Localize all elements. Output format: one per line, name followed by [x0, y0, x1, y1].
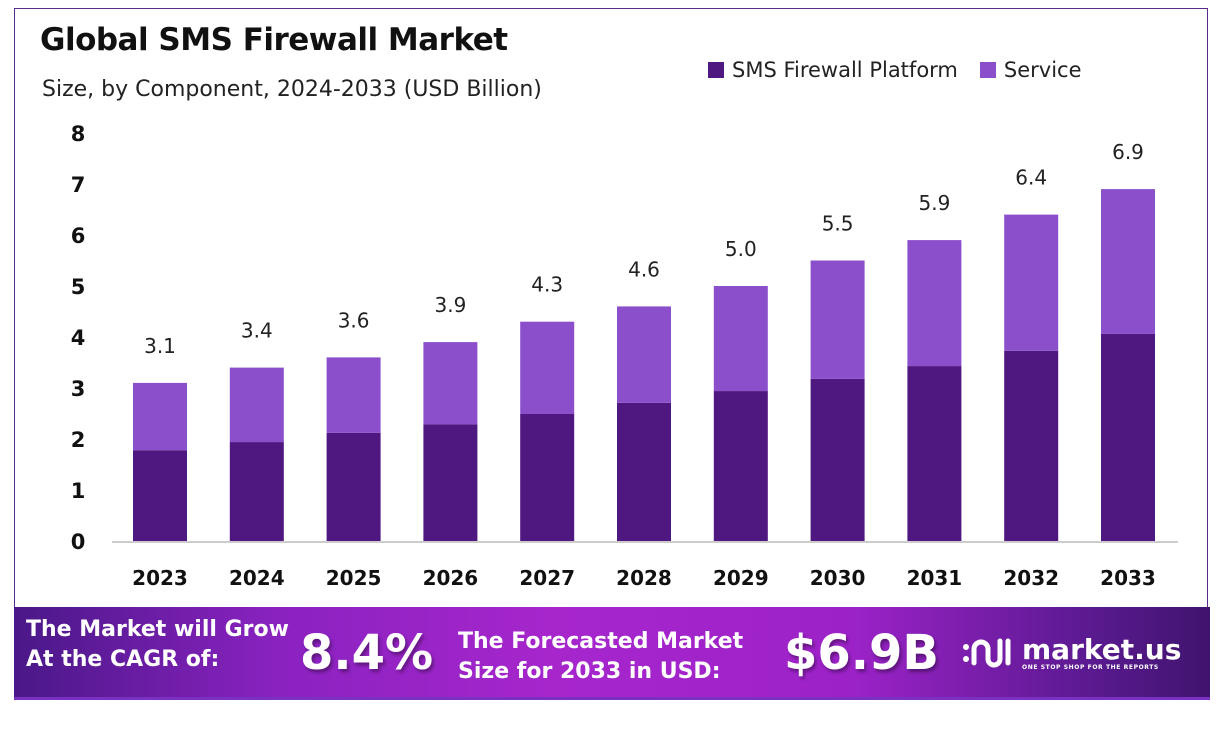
bar-service [713, 286, 768, 392]
logo-name: market.us [1022, 632, 1182, 666]
legend: SMS Firewall Platform Service [708, 58, 1082, 82]
bar-platform [326, 432, 381, 541]
y-tick-label: 0 [71, 530, 86, 554]
forecast-label: The Forecasted Market Size for 2033 in U… [458, 627, 743, 687]
y-tick-label: 8 [71, 122, 86, 146]
legend-swatch [979, 62, 996, 78]
bar-chart: 0 1 2 3 4 5 6 7 8 3.1 2023 3.4 2024 3.6 2025 3.9 2026 4.3… [71, 122, 1178, 590]
x-tick-label: 2030 [810, 566, 866, 590]
data-label: 3.9 [434, 293, 466, 317]
legend-swatch [708, 62, 724, 78]
x-tick-label: 2027 [519, 566, 575, 590]
y-tick-label: 3 [71, 377, 86, 401]
legend-label: Service [1003, 58, 1082, 82]
bar-platform [617, 402, 671, 541]
bar-platform [229, 442, 284, 541]
y-tick-label: 5 [71, 275, 86, 299]
bar-service [423, 342, 478, 425]
data-label: 3.1 [144, 334, 176, 358]
forecast-label-line: Size for 2033 in USD: [458, 659, 721, 684]
cagr-label-line: The Market will Grow [26, 617, 289, 642]
cagr-label-line: At the CAGR of: [26, 647, 220, 672]
bar-service [520, 321, 575, 415]
bar-service [617, 306, 671, 403]
cagr-label: The Market will Grow At the CAGR of: [26, 615, 289, 675]
legend-label: SMS Firewall Platform [732, 58, 958, 82]
bar-service [810, 260, 865, 379]
bar-platform [520, 414, 575, 541]
forecast-label-line: The Forecasted Market [458, 629, 744, 654]
bar-service [326, 357, 381, 433]
bar-service [1101, 189, 1155, 334]
x-tick-label: 2024 [229, 566, 285, 590]
bar-service [133, 382, 187, 451]
x-tick-label: 2028 [616, 566, 672, 590]
x-tick-label: 2026 [423, 566, 479, 590]
bar-platform [133, 450, 187, 541]
bar-service [229, 367, 284, 443]
bar-platform [1101, 333, 1155, 541]
x-tick-label: 2032 [1003, 566, 1059, 590]
legend-item-service: Service [979, 58, 1082, 82]
y-tick-label: 1 [71, 479, 86, 503]
marketus-logo: market.us ONE STOP SHOP FOR THE REPORTS [962, 633, 1181, 673]
x-tick-label: 2033 [1100, 566, 1156, 590]
data-label: 6.4 [1015, 166, 1047, 190]
bar-service [1004, 214, 1059, 351]
legend-item-platform: SMS Firewall Platform [708, 58, 958, 82]
chart-frame [14, 8, 1208, 608]
bar-platform [810, 378, 865, 541]
data-label: 5.0 [725, 237, 757, 261]
data-label: 5.9 [918, 191, 950, 215]
x-tick-label: 2031 [907, 566, 963, 590]
data-label: 3.4 [241, 319, 273, 343]
bar-platform [423, 424, 478, 541]
y-tick-label: 7 [71, 173, 86, 197]
data-label: 4.3 [531, 273, 563, 297]
cagr-value: 8.4% [300, 625, 434, 681]
data-label: 4.6 [628, 257, 660, 281]
data-label: 3.6 [338, 308, 370, 332]
summary-banner: The Market will Grow At the CAGR of: 8.4… [14, 607, 1210, 700]
chart-subtitle: Size, by Component, 2024-2033 (USD Billi… [42, 77, 542, 102]
logo-icon [963, 638, 1011, 668]
x-tick-label: 2023 [132, 566, 188, 590]
bar-platform [907, 366, 962, 541]
bar-platform [713, 391, 768, 541]
logo-tagline: ONE STOP SHOP FOR THE REPORTS [1022, 663, 1159, 671]
forecast-value: $6.9B [784, 625, 940, 681]
x-tick-label: 2029 [713, 566, 769, 590]
y-tick-label: 6 [71, 224, 86, 248]
bar-service [907, 240, 962, 367]
y-tick-label: 4 [71, 326, 86, 350]
y-tick-label: 2 [71, 428, 86, 452]
data-label: 6.9 [1112, 140, 1144, 164]
chart-title: Global SMS Firewall Market [40, 22, 508, 58]
data-label: 5.5 [822, 212, 854, 236]
bar-platform [1004, 350, 1059, 541]
x-tick-label: 2025 [326, 566, 382, 590]
